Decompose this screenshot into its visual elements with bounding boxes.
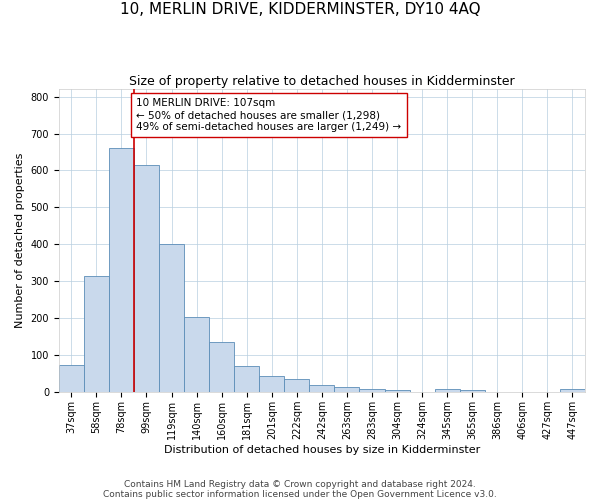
Bar xyxy=(159,244,184,392)
Bar xyxy=(460,390,485,392)
Bar xyxy=(59,364,84,392)
Text: Contains HM Land Registry data © Crown copyright and database right 2024.
Contai: Contains HM Land Registry data © Crown c… xyxy=(103,480,497,499)
Bar xyxy=(134,165,159,392)
Bar xyxy=(284,380,310,392)
Bar xyxy=(234,366,259,392)
Bar xyxy=(109,148,134,392)
Text: 10 MERLIN DRIVE: 107sqm
← 50% of detached houses are smaller (1,298)
49% of semi: 10 MERLIN DRIVE: 107sqm ← 50% of detache… xyxy=(136,98,401,132)
Bar xyxy=(310,385,334,392)
X-axis label: Distribution of detached houses by size in Kidderminster: Distribution of detached houses by size … xyxy=(164,445,480,455)
Bar xyxy=(184,316,209,392)
Bar xyxy=(359,388,385,392)
Y-axis label: Number of detached properties: Number of detached properties xyxy=(15,153,25,328)
Bar xyxy=(84,276,109,392)
Bar xyxy=(434,390,460,392)
Bar xyxy=(334,388,359,392)
Text: 10, MERLIN DRIVE, KIDDERMINSTER, DY10 4AQ: 10, MERLIN DRIVE, KIDDERMINSTER, DY10 4A… xyxy=(119,2,481,18)
Bar xyxy=(560,390,585,392)
Title: Size of property relative to detached houses in Kidderminster: Size of property relative to detached ho… xyxy=(129,75,515,88)
Bar xyxy=(385,390,410,392)
Bar xyxy=(259,376,284,392)
Bar xyxy=(209,342,234,392)
